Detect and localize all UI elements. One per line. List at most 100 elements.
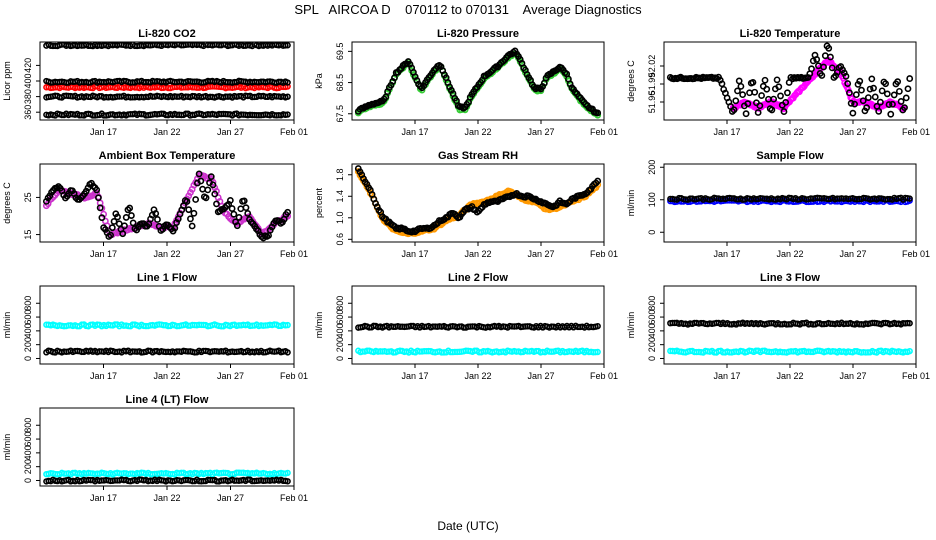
data-point — [770, 95, 778, 103]
data-point — [775, 83, 783, 91]
x-tick-label: Jan 17 — [90, 127, 117, 137]
data-point — [851, 100, 858, 108]
data-point — [213, 200, 220, 208]
data-point — [842, 72, 850, 80]
data-point — [885, 101, 893, 108]
data-point — [906, 320, 913, 327]
x-tick-label: Jan 27 — [839, 371, 866, 381]
data-point — [758, 92, 765, 99]
data-point — [894, 78, 902, 86]
data-point — [870, 84, 877, 92]
data-point — [866, 85, 874, 93]
data-point — [129, 219, 137, 227]
data-point — [739, 91, 747, 99]
data-point — [768, 106, 776, 114]
data-point — [890, 91, 898, 99]
x-tick-label: Feb 01 — [590, 127, 618, 137]
data-point — [244, 209, 252, 217]
data-point — [875, 107, 883, 115]
x-tick-label: Jan 22 — [464, 127, 491, 137]
y-tick-label: 400 — [23, 445, 33, 460]
series-flow — [667, 347, 913, 356]
x-tick-label: Jan 27 — [217, 493, 244, 503]
data-point — [784, 89, 791, 97]
panel-1: Li-820 Pressure kPa 67.5 68.5 69.5 Jan 17 Jan … — [314, 28, 618, 137]
panel-title: Gas Stream RH — [438, 150, 518, 162]
data-point — [856, 77, 864, 85]
x-tick-label: Jan 17 — [401, 249, 428, 259]
data-point — [284, 349, 291, 356]
x-tick-label: Jan 17 — [713, 249, 740, 259]
x-tick-label: Jan 27 — [839, 249, 866, 259]
data-point — [121, 222, 128, 230]
data-point — [820, 63, 827, 71]
y-tick-label: 400 — [647, 323, 657, 338]
data-point — [202, 194, 210, 202]
y-tick-label: 51.99 — [647, 73, 657, 96]
data-point — [751, 88, 759, 96]
y-axis-title: ml/min — [2, 434, 12, 461]
data-point — [901, 104, 908, 112]
x-tick-label: Jan 22 — [464, 371, 491, 381]
x-tick-label: Jan 22 — [464, 249, 491, 259]
data-point — [889, 100, 896, 108]
data-point — [96, 204, 104, 212]
data-point — [152, 210, 160, 217]
data-point — [199, 185, 206, 193]
y-axis-title: kPa — [314, 73, 324, 89]
y-tick-label: 51.96 — [647, 91, 657, 114]
x-tick-label: Feb 01 — [590, 249, 618, 259]
y-tick-label: 400 — [335, 323, 345, 338]
y-tick-label: 0 — [335, 356, 345, 361]
y-tick-label: 800 — [23, 296, 33, 311]
panel-title: Li-820 CO2 — [138, 28, 195, 40]
data-point — [594, 177, 602, 185]
y-tick-label: 0 — [23, 356, 33, 361]
figure-title: SPL AIRCOA D 070112 to 070131 Average Di… — [294, 2, 642, 17]
series-flow — [355, 347, 601, 356]
data-point — [128, 212, 135, 219]
data-layer — [354, 165, 602, 238]
data-point — [171, 224, 179, 232]
data-point — [742, 110, 750, 118]
data-point — [756, 102, 764, 110]
data-layer — [43, 321, 291, 356]
data-point — [211, 190, 219, 198]
panel-title: Sample Flow — [756, 150, 824, 162]
y-axis-title: ml/min — [626, 312, 636, 339]
data-point — [813, 56, 821, 63]
x-tick-label: Jan 22 — [776, 249, 803, 259]
data-layer — [355, 322, 601, 356]
data-point — [114, 213, 121, 221]
x-tick-label: Jan 27 — [217, 127, 244, 137]
y-tick-label: 200 — [335, 337, 345, 352]
data-point — [237, 205, 245, 213]
data-point — [284, 469, 291, 477]
y-tick-label: 200 — [647, 337, 657, 352]
series-mean — [43, 476, 291, 485]
data-point — [594, 322, 601, 330]
y-tick-label: 800 — [335, 296, 345, 311]
x-tick-label: Feb 01 — [902, 249, 930, 259]
x-tick-label: Jan 22 — [776, 127, 803, 137]
data-point — [864, 94, 872, 102]
data-point — [827, 53, 834, 61]
series-mean — [43, 347, 291, 356]
x-tick-label: Jan 17 — [90, 371, 117, 381]
data-point — [95, 194, 102, 202]
y-tick-label: 68.5 — [335, 74, 345, 92]
y-tick-label: 200 — [23, 459, 33, 474]
data-point — [284, 321, 291, 329]
data-point — [825, 44, 833, 52]
y-tick-label: 420 — [23, 58, 33, 73]
data-point — [844, 80, 852, 87]
x-tick-label: Jan 27 — [217, 371, 244, 381]
series-mean — [667, 319, 913, 328]
panel-title: Line 4 (LT) Flow — [126, 394, 209, 406]
series-mean — [42, 170, 292, 242]
y-tick-label: 67.5 — [335, 105, 345, 123]
data-point — [763, 85, 771, 93]
